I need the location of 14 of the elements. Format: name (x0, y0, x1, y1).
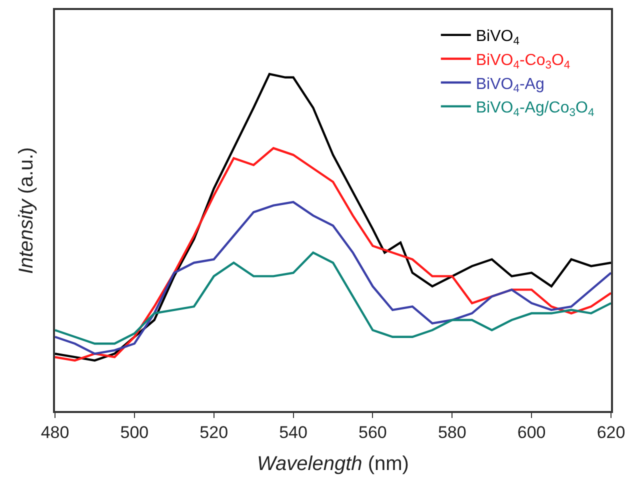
x-tick-label: 620 (596, 423, 626, 442)
legend-label: BiVO$_{4}$-Ag (476, 76, 544, 96)
legend-label: BiVO$_{4}$-Co$_{3}$O$_{4}$ (476, 52, 570, 72)
x-tick-label: 600 (517, 423, 546, 442)
y-axis-title: Intensity (a.u.) (15, 147, 38, 274)
x-tick-label: 560 (358, 423, 387, 442)
legend-label: BiVO$_{4}$ (476, 28, 520, 48)
x-tick-label: 480 (40, 423, 70, 442)
x-tick-label: 580 (438, 423, 466, 442)
legend-label: BiVO$_{4}$-Ag/Co$_{3}$O$_{4}$ (476, 100, 594, 119)
x-tick-label: 520 (200, 423, 228, 442)
x-tick-label: 500 (120, 423, 149, 442)
x-tick-label: 540 (279, 423, 308, 442)
x-axis-title: Wavelength (nm) (257, 453, 409, 476)
